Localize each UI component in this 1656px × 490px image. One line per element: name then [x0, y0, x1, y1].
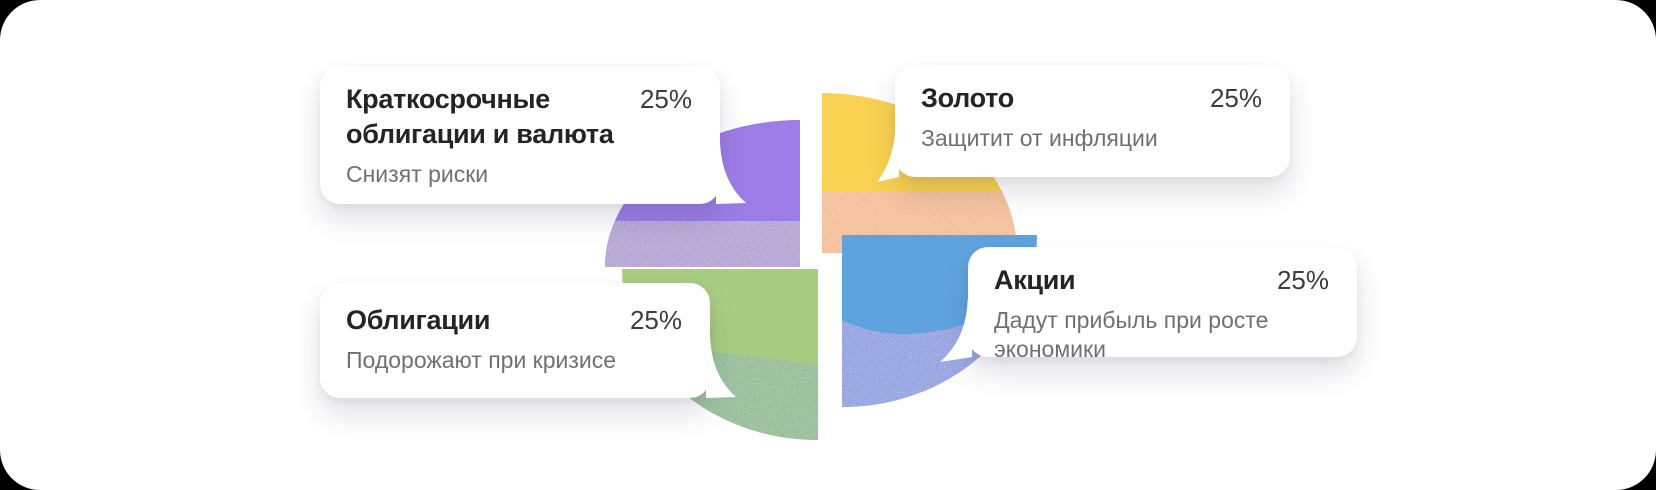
- speech-tail-icon: [706, 336, 736, 398]
- card-subtitle: Защитит от инфляции: [921, 125, 1158, 151]
- callout-card-gold: Золото 25% Защитит от инфляции: [877, 65, 1290, 182]
- callout-card-stocks: Акции 25% Дадут прибыль при росте эконом…: [940, 247, 1357, 362]
- card-subtitle: Подорожают при кризисе: [346, 347, 617, 373]
- speech-tail-icon: [877, 119, 899, 182]
- card-title: Краткосрочные облигации и валюта: [346, 84, 614, 149]
- callout-card-bonds-currency: Краткосрочные облигации и валюта 25% Сни…: [320, 66, 746, 204]
- card-title: Облигации: [346, 305, 491, 335]
- card-percent: 25%: [639, 84, 692, 114]
- speech-tail-icon: [716, 142, 746, 204]
- card-subtitle: Снизят риски: [346, 161, 489, 187]
- card-percent: 25%: [1209, 83, 1262, 113]
- card-title: Золото: [921, 83, 1014, 113]
- card-percent: 25%: [629, 305, 682, 335]
- card-percent: 25%: [1276, 265, 1329, 295]
- callout-card-bonds: Облигации 25% Подорожают при кризисе: [320, 283, 736, 398]
- card-subtitle: Дадут прибыль при росте экономики: [994, 307, 1269, 362]
- speech-tail-icon: [940, 299, 972, 362]
- card-title: Акции: [994, 265, 1076, 295]
